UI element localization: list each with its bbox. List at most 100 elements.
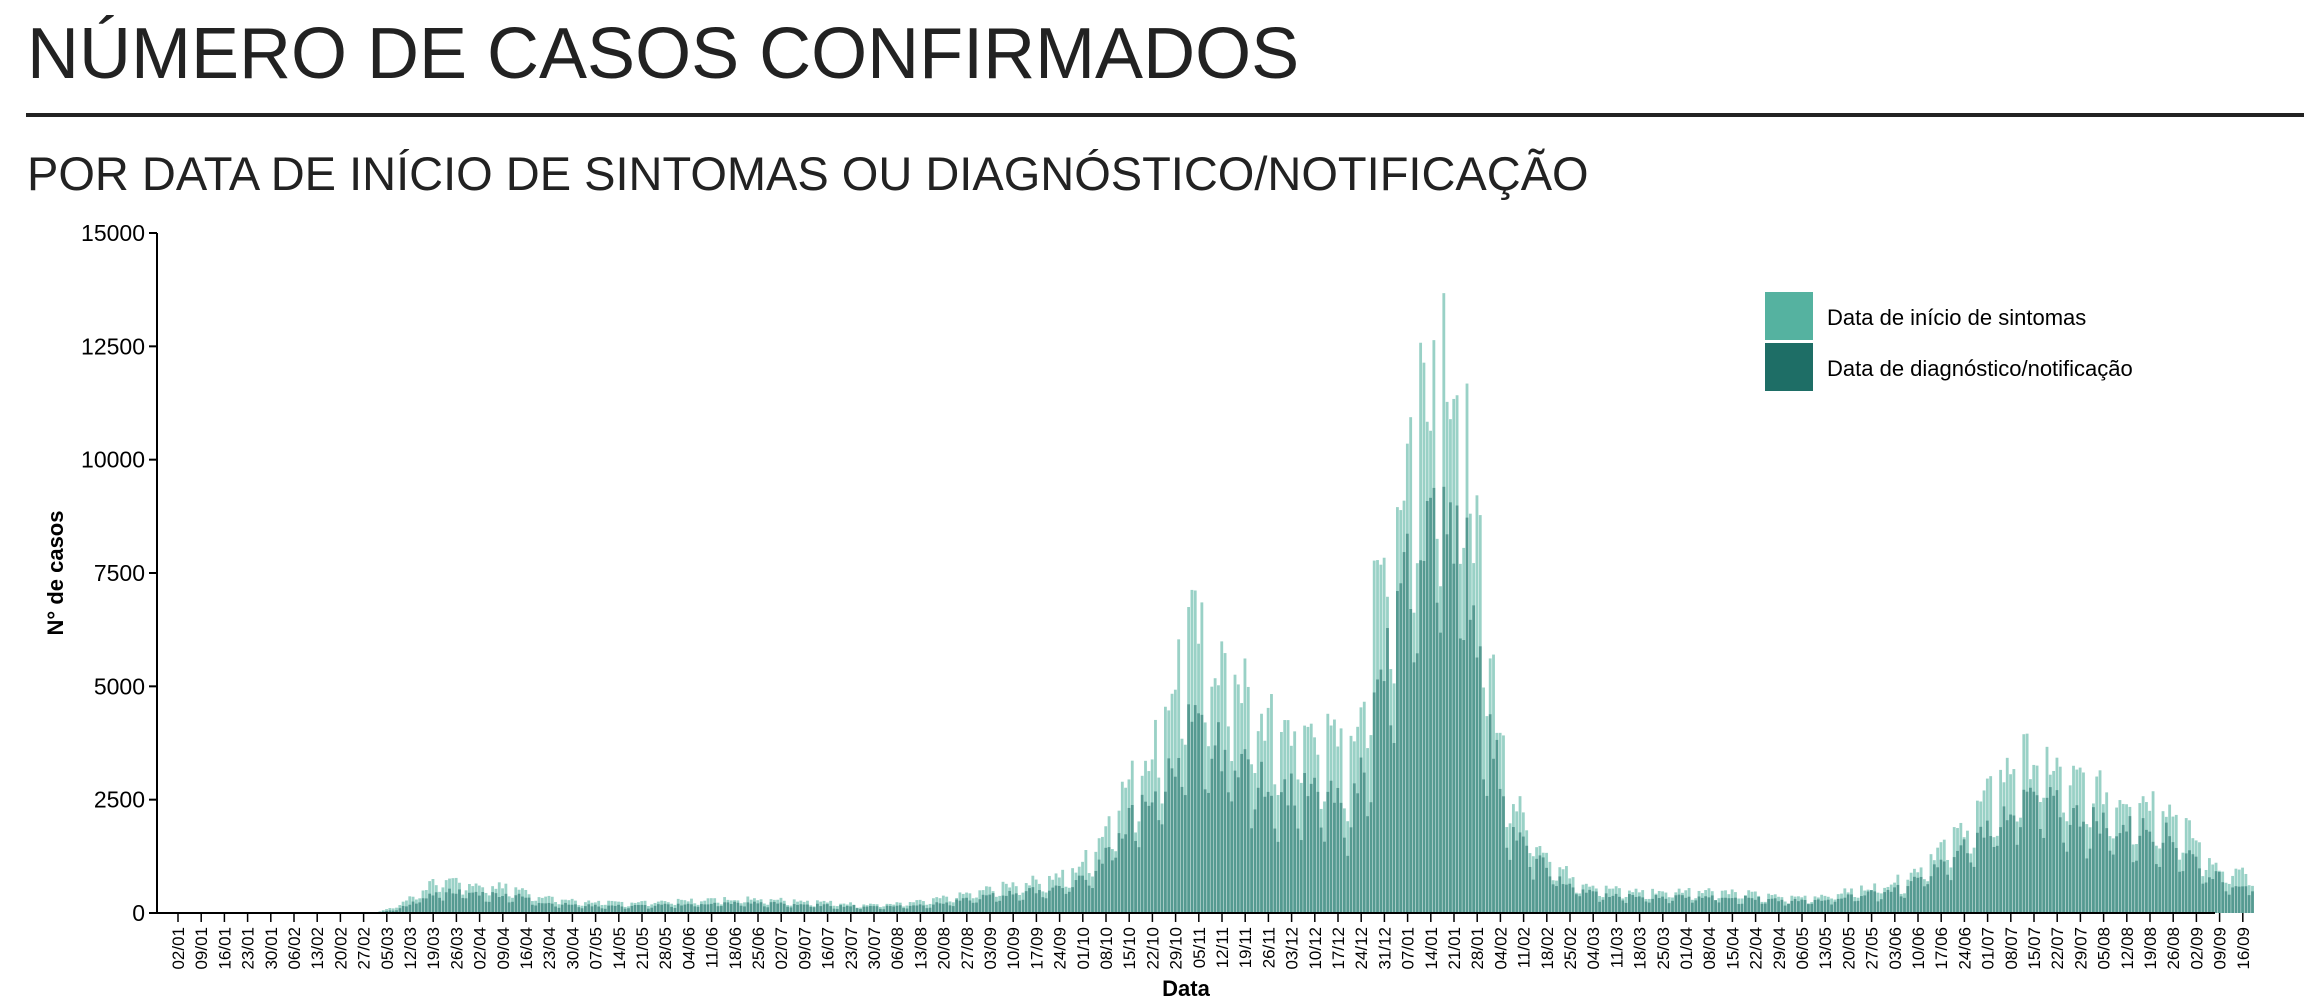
series-2-bar	[1906, 886, 1910, 913]
series-2-bar	[1031, 887, 1035, 913]
series-2-bar	[1750, 898, 1754, 913]
series-2-bar	[693, 906, 697, 913]
series-2-bar	[1836, 898, 1840, 913]
series-2-bar	[1521, 836, 1525, 913]
x-tick-label: 04/03	[1584, 927, 1603, 970]
x-tick-label: 26/08	[2164, 927, 2183, 970]
series-2-bar	[1482, 779, 1485, 913]
series-2-bar	[1018, 900, 1021, 913]
series-2-bar	[1949, 880, 1953, 913]
series-1-bar	[1349, 735, 1353, 913]
series-2-bar	[1528, 866, 1532, 913]
series-2-bar	[912, 905, 915, 913]
series-2-bar	[2184, 853, 2188, 913]
series-2-bar	[1730, 898, 1734, 913]
series-2-bar	[1405, 533, 1409, 913]
series-2-bar	[1790, 900, 1794, 913]
series-2-bar	[842, 906, 846, 913]
series-2-bar	[2121, 824, 2125, 913]
series-2-bar	[627, 908, 630, 913]
series-2-bar	[2138, 835, 2142, 913]
series-2-bar	[1356, 793, 1360, 913]
series-2-bar	[643, 905, 647, 913]
series-2-bar	[1445, 534, 1449, 913]
series-2-bar	[2234, 886, 2238, 913]
series-2-bar	[1077, 875, 1081, 913]
series-2-bar	[1932, 864, 1936, 913]
series-2-bar	[1747, 897, 1751, 913]
x-tick-label: 02/09	[2187, 927, 2206, 970]
series-2-bar	[2201, 883, 2205, 913]
series-2-bar	[1253, 809, 1257, 913]
series-2-bar	[454, 893, 458, 913]
x-tick-label: 24/09	[1051, 927, 1070, 970]
series-2-bar	[1846, 894, 1850, 913]
series-2-bar	[792, 904, 796, 913]
series-2-bar	[2171, 842, 2175, 913]
series-2-bar	[527, 897, 531, 913]
series-2-bar	[395, 910, 398, 913]
series-2-bar	[680, 905, 683, 913]
series-2-bar	[1753, 899, 1757, 913]
series-2-bar	[971, 902, 975, 913]
series-2-bar	[1130, 805, 1134, 913]
x-tick-label: 23/04	[540, 927, 559, 970]
series-2-bar	[1233, 770, 1237, 913]
series-2-bar	[2204, 882, 2208, 913]
series-2-bar	[2178, 871, 2181, 913]
series-2-bar	[945, 902, 949, 913]
series-2-bar	[1571, 887, 1575, 913]
series-2-bar	[733, 901, 736, 913]
series-2-bar	[1671, 900, 1674, 913]
series-2-bar	[1140, 794, 1144, 913]
x-tick-label: 26/03	[447, 927, 466, 970]
x-tick-label: 19/11	[1236, 927, 1255, 968]
series-2-bar	[729, 904, 733, 913]
series-2-bar	[1329, 780, 1333, 913]
series-2-bar	[1266, 791, 1270, 913]
series-2-bar	[955, 899, 959, 913]
series-2-bar	[547, 902, 551, 913]
series-2-bar	[2168, 836, 2172, 913]
series-2-bar	[1376, 679, 1379, 913]
series-2-bar	[1833, 901, 1837, 913]
series-2-bar	[802, 904, 806, 913]
series-2-bar	[2115, 836, 2119, 913]
series-2-bar	[458, 889, 461, 913]
series-2-bar	[1936, 867, 1940, 913]
series-2-bar	[1154, 791, 1157, 913]
series-2-bar	[2227, 894, 2231, 913]
series-2-bar	[1714, 900, 1717, 913]
series-2-bar	[686, 903, 690, 913]
series-2-bar	[1962, 839, 1966, 913]
series-2-bar	[537, 902, 541, 913]
series-2-bar	[2181, 871, 2185, 913]
series-2-bar	[1024, 891, 1028, 913]
series-2-bar	[1309, 783, 1313, 913]
series-2-bar	[892, 906, 896, 913]
series-2-bar	[673, 908, 677, 913]
series-2-bar	[2161, 842, 2165, 913]
series-2-bar	[1180, 786, 1184, 913]
series-2-bar	[1700, 897, 1704, 913]
series-2-bar	[872, 906, 876, 913]
x-tick-label: 15/07	[2025, 927, 2044, 970]
series-2-bar	[411, 901, 415, 913]
series-2-bar	[521, 896, 524, 913]
series-2-bar	[1548, 876, 1552, 913]
series-2-bar	[1452, 563, 1456, 913]
series-2-bar	[978, 899, 982, 913]
series-2-bar	[1707, 897, 1711, 913]
series-2-bar	[577, 907, 581, 913]
x-tick-label: 08/07	[2002, 927, 2021, 970]
series-2-bar	[1826, 899, 1830, 913]
series-2-bar	[2055, 790, 2059, 913]
series-2-bar	[1187, 704, 1191, 913]
series-2-bar	[806, 904, 809, 913]
series-2-bar	[1946, 874, 1949, 913]
series-2-bar	[630, 905, 634, 913]
series-2-bar	[1926, 884, 1930, 913]
series-2-bar	[1114, 857, 1118, 913]
series-2-bar	[550, 903, 554, 913]
